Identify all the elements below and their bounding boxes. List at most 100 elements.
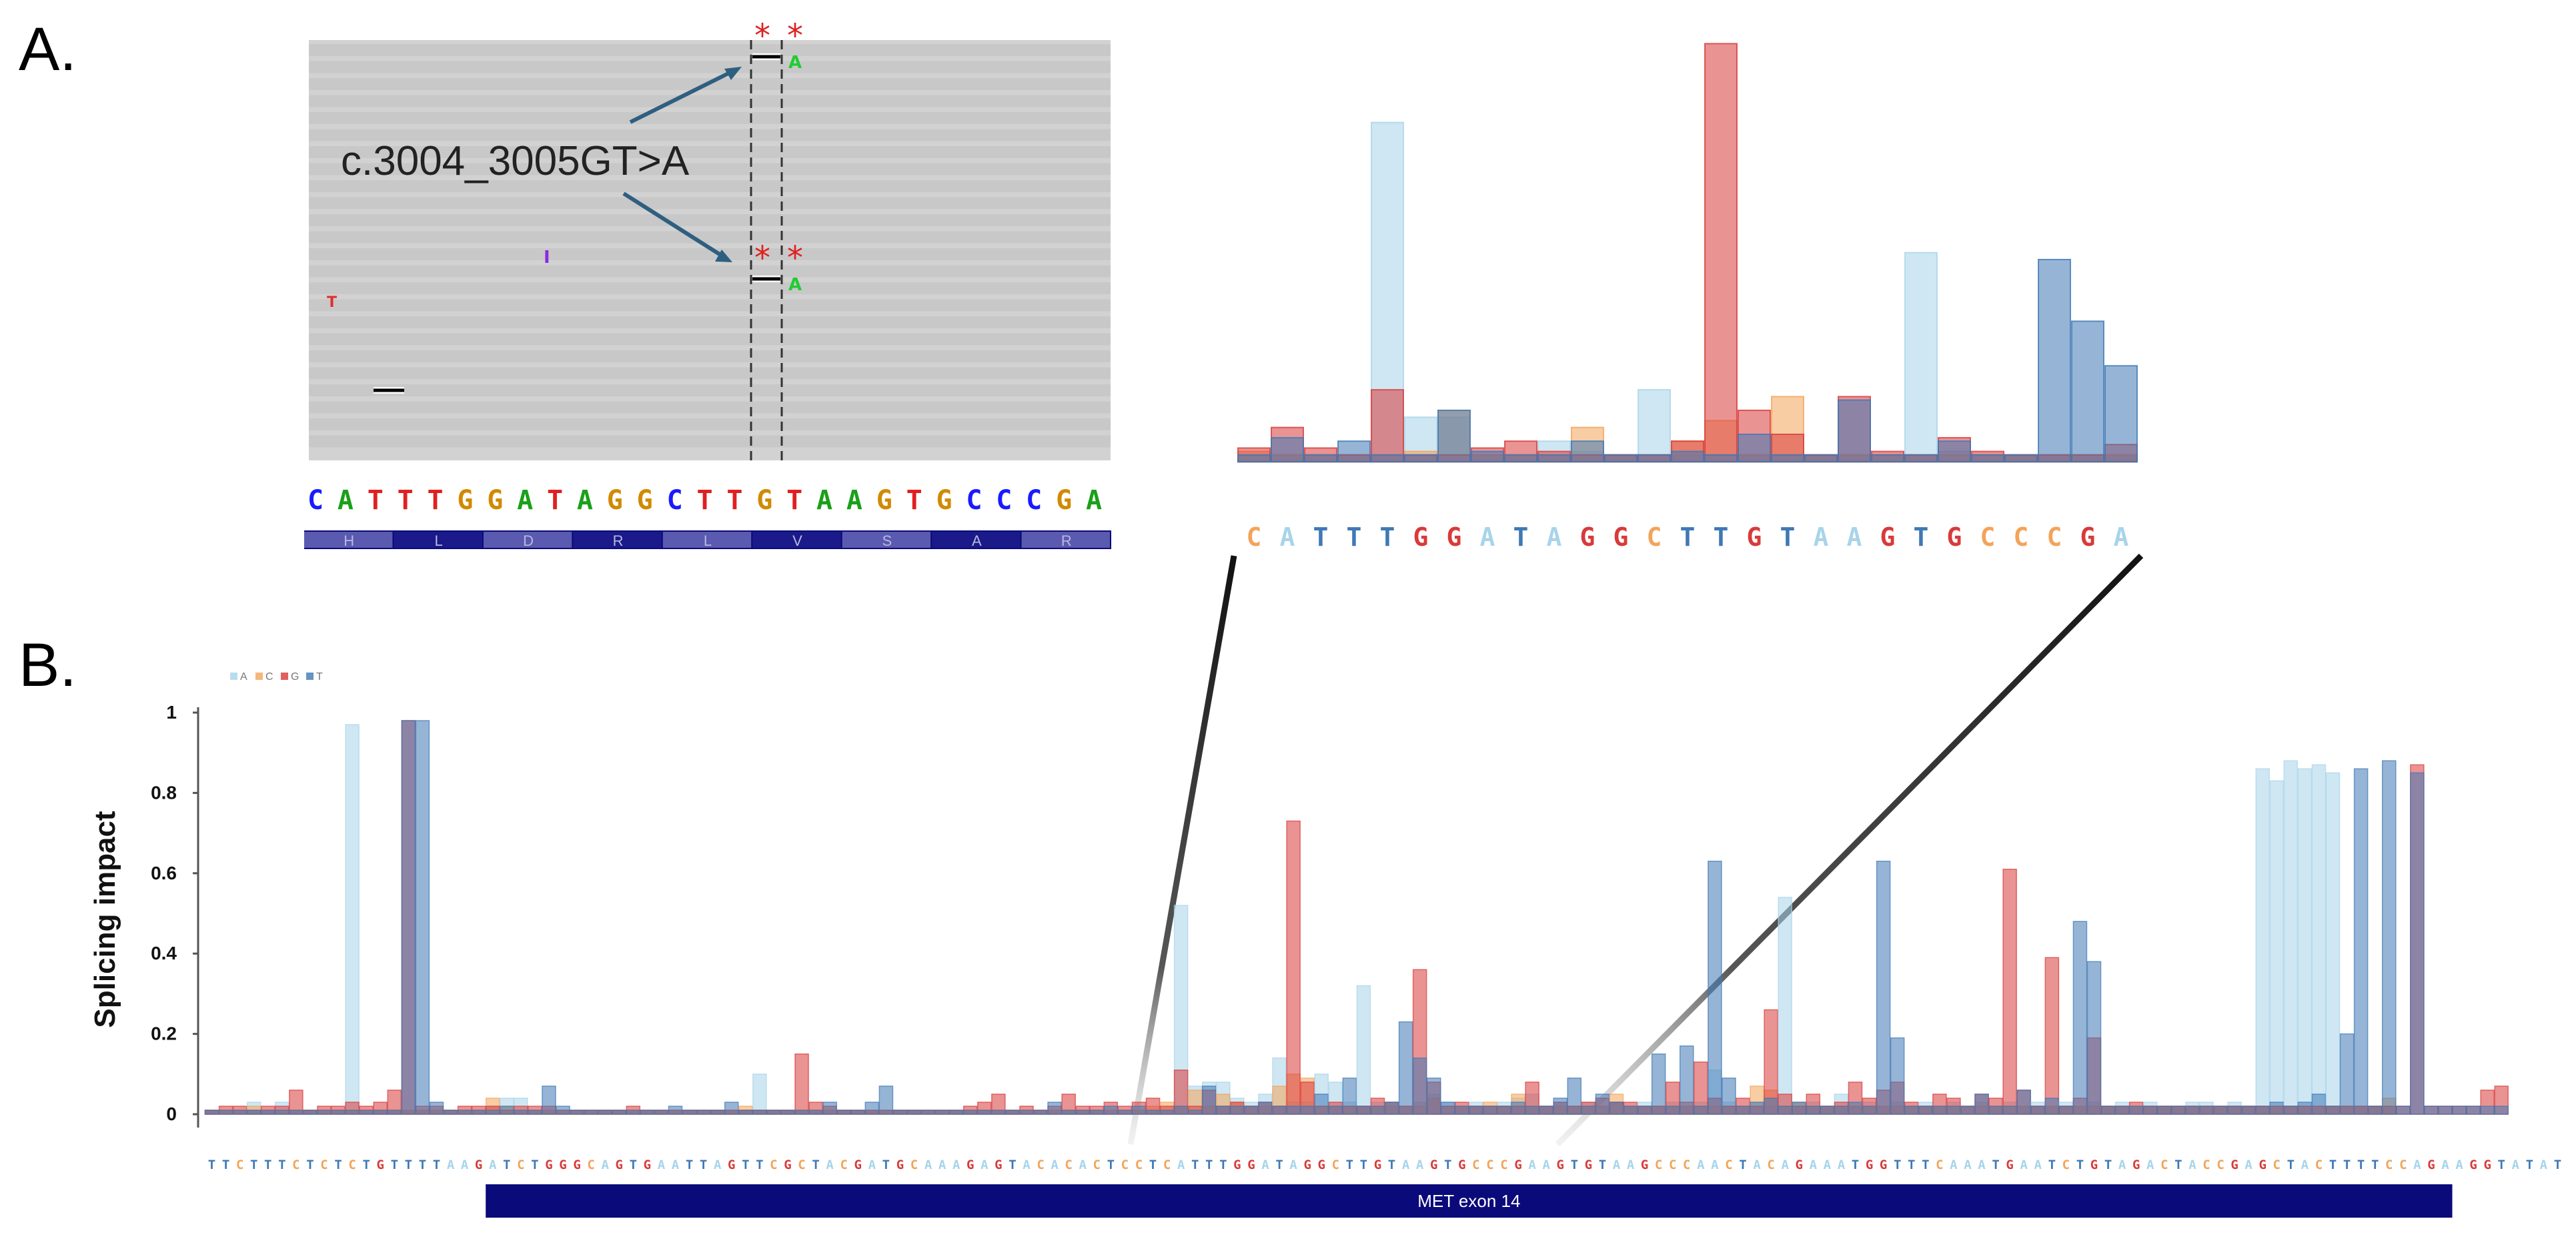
- sequence-base: T: [391, 1158, 398, 1172]
- sequence-base: C: [1767, 1158, 1774, 1172]
- bar-T: [977, 1110, 992, 1115]
- bar-T: [204, 1110, 219, 1115]
- sequence-base: A: [672, 1158, 680, 1172]
- sequence-base: T: [1388, 1158, 1395, 1172]
- bar-A: [1778, 897, 1792, 1115]
- mismatch-base: T: [327, 294, 337, 311]
- sequence-base: G: [1514, 1158, 1521, 1172]
- reference-base: G: [876, 485, 892, 516]
- bar-T: [598, 1110, 612, 1115]
- sequence-base: C: [292, 1158, 299, 1172]
- sequence-base: G: [2469, 1158, 2477, 1172]
- zoom-bar-T: [1771, 454, 1804, 463]
- bar-T: [2339, 1033, 2355, 1115]
- bar-T: [864, 1102, 880, 1115]
- bar-T: [1567, 1078, 1582, 1115]
- sequence-base: T: [503, 1158, 510, 1172]
- sequence-base: A: [1964, 1158, 1972, 1172]
- bar-T: [1342, 1078, 1357, 1115]
- panel-label-a: A.: [19, 15, 77, 83]
- zoom-sequence-base: A: [1814, 522, 1829, 552]
- igv-read: [309, 367, 1111, 380]
- zoom-sequence-base: G: [1413, 522, 1429, 552]
- zoom-sequence-base: G: [1447, 522, 1462, 552]
- bar-T: [934, 1110, 950, 1115]
- sequence-base: A: [1177, 1158, 1185, 1172]
- sequence-base: C: [320, 1158, 328, 1172]
- igv-read: [309, 299, 1111, 312]
- reference-base: T: [906, 485, 922, 516]
- sequence-base: G: [728, 1158, 735, 1172]
- bar-T: [1722, 1078, 1736, 1115]
- sequence-base: A: [1416, 1158, 1424, 1172]
- zoom-sequence-base: A: [1480, 522, 1495, 552]
- bar-T: [2030, 1106, 2046, 1115]
- bar-T: [1806, 1106, 1821, 1115]
- bar-T: [1131, 1106, 1147, 1115]
- igv-read: [309, 435, 1111, 448]
- bar-T: [682, 1110, 697, 1115]
- sequence-base: G: [896, 1158, 904, 1172]
- sequence-base: T: [1219, 1158, 1227, 1172]
- bar-T: [584, 1110, 598, 1115]
- sequence-base: C: [1472, 1158, 1479, 1172]
- reference-base: A: [1086, 485, 1102, 516]
- bar-T: [2171, 1106, 2186, 1115]
- bar-T: [1173, 1106, 1189, 1115]
- bar-T: [1918, 1106, 1933, 1115]
- bar-T: [2325, 1106, 2341, 1115]
- reference-base: A: [338, 485, 354, 516]
- bar-T: [1258, 1102, 1273, 1115]
- bar-T: [878, 1086, 894, 1115]
- arrow-lower-head: [715, 250, 732, 262]
- zoom-sequence-base: C: [2014, 522, 2029, 552]
- zoom-bar-T: [1704, 454, 1738, 463]
- bar-T: [260, 1110, 275, 1115]
- sequence-base: A: [1542, 1158, 1550, 1172]
- bar-T: [500, 1106, 514, 1115]
- bar-A: [345, 724, 360, 1115]
- zoom-bars: [1237, 43, 2138, 463]
- sequence-base: T: [2554, 1158, 2561, 1172]
- sequence-base: A: [2188, 1158, 2196, 1172]
- sequence-base: T: [1571, 1158, 1578, 1172]
- bar-T: [612, 1110, 627, 1115]
- igv-read-stack: [309, 44, 1111, 448]
- sequence-base: G: [2132, 1158, 2140, 1172]
- zoom-sequence-base: G: [1614, 522, 1629, 552]
- sequence-base: A: [1838, 1158, 1846, 1172]
- sequence-base: A: [2441, 1158, 2449, 1172]
- sequence-base: C: [2315, 1158, 2323, 1172]
- sequence-base: T: [2287, 1158, 2295, 1172]
- igv-read: [309, 129, 1111, 141]
- sequence-base: A: [2455, 1158, 2463, 1172]
- bar-T: [1033, 1110, 1048, 1115]
- sequence-base: T: [2371, 1158, 2379, 1172]
- bar-T: [948, 1110, 964, 1115]
- amino-acid-block: [394, 532, 482, 548]
- zoom-sequence-base: T: [1313, 522, 1329, 552]
- sequence-base: A: [2034, 1158, 2042, 1172]
- bar-T: [850, 1110, 866, 1115]
- sequence-base: C: [2160, 1158, 2168, 1172]
- sequence-base: T: [686, 1158, 693, 1172]
- sequence-base: T: [1346, 1158, 1353, 1172]
- sequence-base: C: [2399, 1158, 2407, 1172]
- reference-base: C: [996, 485, 1012, 516]
- amino-acid-label: R: [613, 532, 624, 549]
- igv-read: [309, 112, 1111, 124]
- bar-T: [232, 1110, 247, 1115]
- legend-swatch-C: [255, 673, 263, 680]
- bar-T: [836, 1110, 851, 1115]
- reference-base: A: [577, 485, 593, 516]
- bar-T: [920, 1110, 936, 1115]
- reference-base: T: [696, 485, 712, 516]
- alt-base-mark: A: [788, 53, 802, 73]
- igv-read: [309, 44, 1111, 56]
- bar-T: [1511, 1102, 1525, 1115]
- sequence-base: C: [1121, 1158, 1129, 1172]
- bar-T: [1736, 1106, 1750, 1115]
- igv-read: [309, 418, 1111, 430]
- y-ticks: 0 0.2 0.4 0.6 0.8 1: [151, 702, 198, 1124]
- bar-T: [1960, 1106, 1975, 1115]
